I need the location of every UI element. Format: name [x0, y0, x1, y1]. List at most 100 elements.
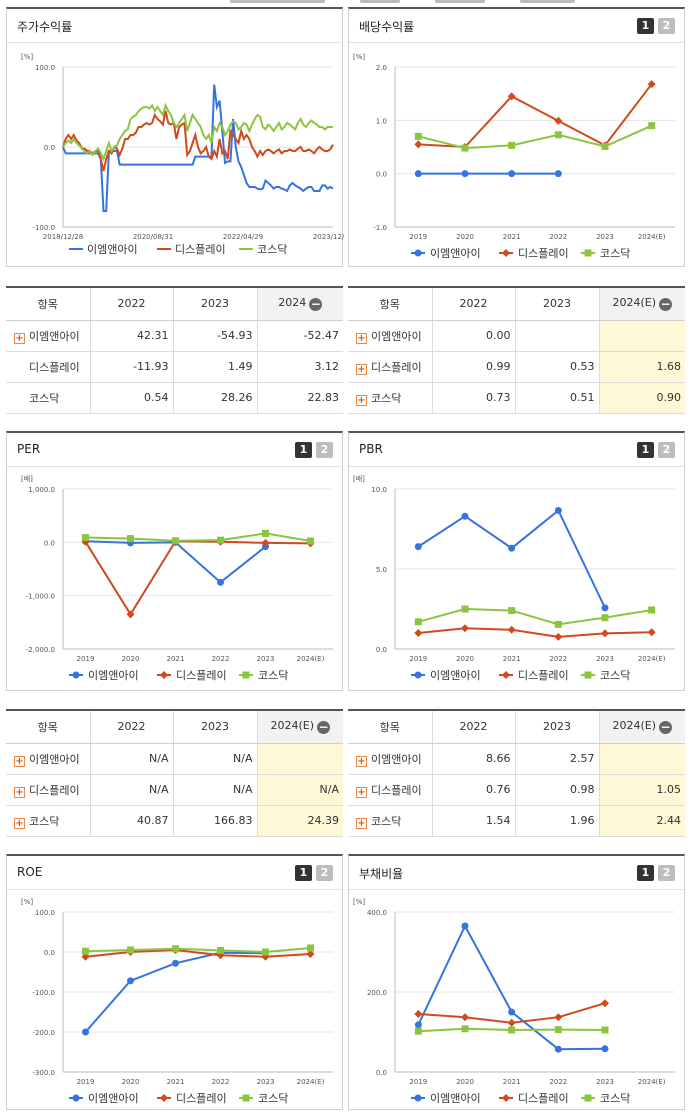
- page-2-button[interactable]: 2: [316, 865, 333, 881]
- legend-label: 코스닥: [257, 243, 287, 256]
- expand-icon[interactable]: +: [356, 363, 367, 375]
- y-tick-label: 10.0: [371, 486, 387, 494]
- table-cell: -11.93: [89, 351, 173, 383]
- panel-header: PBR 1 2: [349, 433, 684, 467]
- table-cell: 42.31: [89, 320, 173, 352]
- row-label[interactable]: + 코스닥: [348, 382, 432, 414]
- row-label[interactable]: + 코스닥: [6, 805, 90, 837]
- data-point: [647, 80, 656, 89]
- panel-header: PER 1 2: [7, 433, 342, 467]
- table-cell: [256, 743, 343, 775]
- panel-header: 배당수익률 1 2: [349, 9, 684, 43]
- series-line: [85, 540, 267, 584]
- x-tick-label: 2019: [77, 1078, 95, 1086]
- row-label[interactable]: + 이엠앤아이: [348, 320, 432, 352]
- legend-marker: [160, 671, 168, 679]
- y-tick-label: -2,000.0: [26, 646, 55, 654]
- row-label: 디스플레이: [6, 351, 90, 383]
- roe-panel: ROE 1 2 [%] 100.0 0.0 -100.0 -200.0 -300.0 201…: [6, 854, 343, 1110]
- series-line: [418, 83, 653, 149]
- x-tick-label: 2021: [503, 1078, 521, 1086]
- table-cell: 2.57: [514, 743, 599, 775]
- y-tick-label: 200.0: [367, 989, 387, 997]
- data-point: [82, 947, 89, 955]
- y-tick-label: -100.0: [32, 224, 55, 232]
- data-point: [461, 624, 469, 633]
- page-1-button[interactable]: 1: [295, 865, 312, 881]
- row-label[interactable]: + 코스닥: [348, 805, 432, 837]
- series-line: [84, 540, 311, 617]
- page-1-button[interactable]: 1: [295, 442, 312, 458]
- data-point: [601, 614, 609, 622]
- x-tick-label: 2022: [212, 1078, 230, 1086]
- table-cell: 0.99: [431, 351, 515, 383]
- data-point: [172, 537, 179, 545]
- y-tick-label: 0.0: [44, 949, 55, 957]
- expand-icon[interactable]: +: [356, 394, 367, 406]
- page-1-button[interactable]: 1: [637, 442, 654, 458]
- page-1-button[interactable]: 1: [637, 865, 654, 881]
- expand-icon[interactable]: +: [14, 786, 25, 798]
- table-cell: 0.76: [431, 774, 515, 806]
- column-header: 항목: [348, 287, 432, 321]
- data-point: [507, 92, 516, 101]
- page-2-button[interactable]: 2: [658, 18, 675, 34]
- collapse-icon[interactable]: −: [317, 720, 331, 735]
- page-2-button[interactable]: 2: [658, 865, 675, 881]
- x-tick-label: 2024(E): [638, 233, 666, 241]
- expand-icon[interactable]: +: [14, 332, 25, 344]
- panel-title: 부채비율: [359, 867, 404, 881]
- x-tick-label: 2023: [257, 655, 275, 663]
- collapse-icon[interactable]: −: [309, 297, 323, 312]
- table-cell: 40.87: [89, 805, 173, 837]
- data-point: [461, 605, 469, 613]
- x-tick-label: 2019: [77, 655, 95, 663]
- data-point: [414, 170, 422, 178]
- page-2-button[interactable]: 2: [658, 442, 675, 458]
- collapse-icon[interactable]: −: [659, 297, 673, 312]
- row-label[interactable]: + 디스플레이: [348, 774, 432, 806]
- page-1-button[interactable]: 1: [637, 18, 654, 34]
- expand-icon[interactable]: +: [356, 755, 367, 767]
- expand-icon[interactable]: +: [356, 786, 367, 798]
- data-point: [306, 950, 315, 958]
- legend-label: 이엠앤아이: [430, 669, 481, 682]
- data-point: [414, 140, 423, 149]
- row-label[interactable]: + 디스플레이: [6, 774, 90, 806]
- expand-icon[interactable]: +: [14, 755, 25, 767]
- table-cell: 24.39: [256, 805, 343, 837]
- table-row: + 코스닥 1.54 1.96 2.44: [348, 805, 685, 837]
- x-tick-label: 2024(E): [297, 1078, 325, 1086]
- per-panel: PER 1 2 [배] 1,000.0 0.0 -1,000.0 -2,000.0 201…: [6, 431, 343, 691]
- data-point: [461, 170, 469, 178]
- column-header: 2022: [431, 710, 515, 744]
- x-tick-label: 2020: [122, 1078, 140, 1086]
- y-tick-label: -1,000.0: [26, 593, 55, 601]
- data-point: [217, 536, 224, 544]
- x-tick-label: 2022: [549, 655, 567, 663]
- row-label[interactable]: + 이엠앤아이: [6, 743, 90, 775]
- y-unit-label: [배]: [353, 474, 365, 483]
- collapse-icon[interactable]: −: [659, 720, 673, 735]
- table-cell: N/A: [172, 743, 257, 775]
- dividend-yield-chart: [%] 2.0 1.0 0.0 -1.0 2019 2020 2021 2022 2023 2024…: [353, 53, 675, 260]
- data-point: [217, 578, 224, 586]
- expand-icon[interactable]: +: [14, 817, 25, 829]
- table-cell: 0.53: [514, 351, 599, 383]
- row-label[interactable]: + 이엠앤아이: [348, 743, 432, 775]
- dividend-yield-panel: 배당수익률 1 2 [%] 2.0 1.0 0.0 -1.0 2019 2020 2021 20…: [348, 7, 685, 267]
- row-label[interactable]: + 이엠앤아이: [6, 320, 90, 352]
- expand-icon[interactable]: +: [356, 817, 367, 829]
- panel-header: 주가수익률: [7, 9, 342, 43]
- column-header: 항목: [348, 710, 432, 744]
- data-point: [554, 131, 562, 139]
- series-line: [418, 607, 652, 626]
- page-2-button[interactable]: 2: [316, 442, 333, 458]
- table-cell: N/A: [89, 774, 173, 806]
- x-tick-label: 2021: [167, 655, 185, 663]
- table-row: 코스닥 0.54 28.26 22.83: [6, 382, 343, 414]
- table-cell: 3.12: [256, 351, 343, 383]
- row-label[interactable]: + 디스플레이: [348, 351, 432, 383]
- expand-icon[interactable]: +: [356, 332, 367, 344]
